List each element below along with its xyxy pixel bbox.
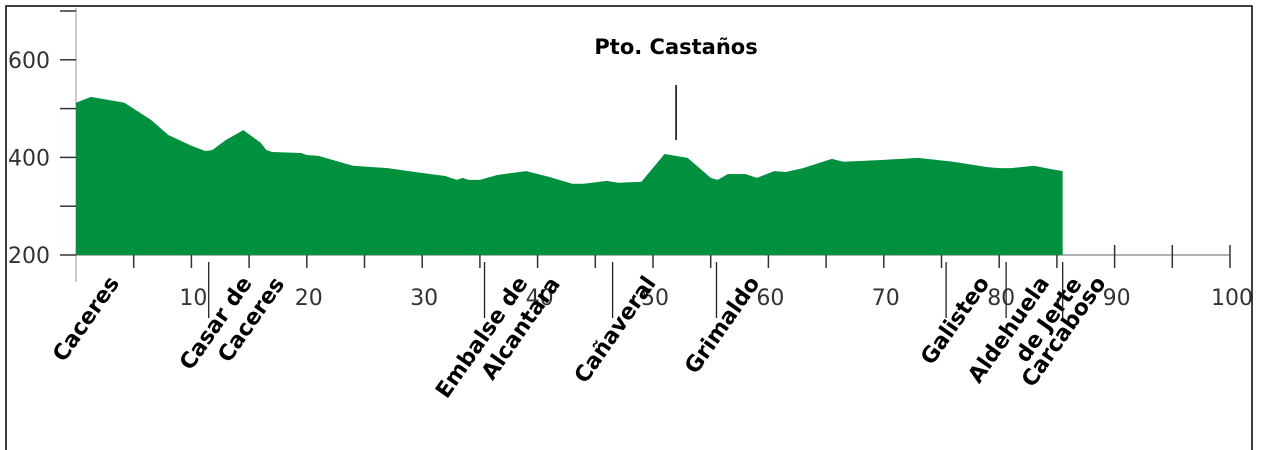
town-name: Cañaveral <box>570 272 662 388</box>
town-name-line: Caceres <box>48 272 125 366</box>
x-tick-label: 100 <box>1211 286 1253 311</box>
town-name: Caceres <box>48 272 125 366</box>
x-tick-label: 20 <box>295 286 323 311</box>
x-tick-label: 80 <box>987 286 1015 311</box>
x-tick-label: 70 <box>872 286 900 311</box>
elevation-area <box>76 96 1063 255</box>
town-name: Grimaldo <box>680 272 765 379</box>
town-name: Casar deCaceres <box>175 257 290 390</box>
frame <box>5 5 1253 450</box>
x-tick-label: 90 <box>1103 286 1131 311</box>
y-tick-label: 200 <box>8 244 50 269</box>
town-label: Cañaveral <box>570 272 662 388</box>
x-tick-label: 50 <box>641 286 669 311</box>
town-label: Casar deCaceres <box>175 257 290 390</box>
y-tick-label: 400 <box>8 146 50 171</box>
x-tick-label: 40 <box>526 286 554 311</box>
x-tick-label: 60 <box>756 286 784 311</box>
town-label: Embalse deAlcantara <box>431 257 566 418</box>
town-name-line: Grimaldo <box>680 272 765 379</box>
x-tick-label: 10 <box>179 286 207 311</box>
town-name: Embalse deAlcantara <box>431 257 566 418</box>
town-label: Caceres <box>48 272 125 366</box>
x-tick-label: 30 <box>410 286 438 311</box>
y-tick-label: 600 <box>8 49 50 74</box>
peak-label: Pto. Castaños <box>594 35 757 59</box>
town-name-line: Cañaveral <box>570 272 662 388</box>
town-label: Grimaldo <box>680 272 765 379</box>
